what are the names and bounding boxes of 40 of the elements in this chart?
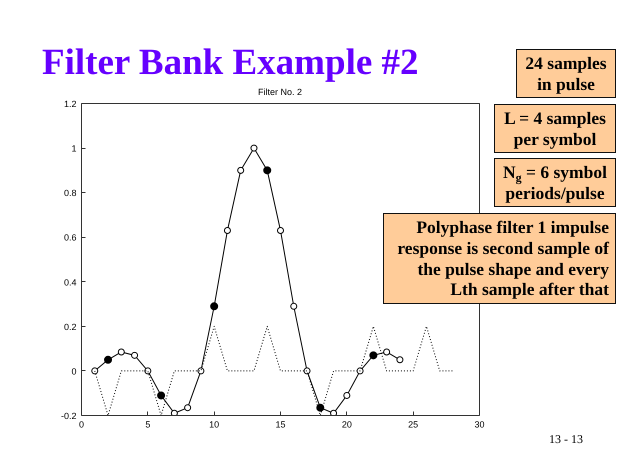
point: [91, 367, 98, 374]
x-tick-label: 0: [78, 420, 84, 430]
x-tick-label: 5: [145, 420, 150, 430]
chart-title: Filter Bank Example #2: [42, 42, 419, 83]
point: [383, 348, 390, 356]
annotation: Polyphase filter 1 impulse response is second sample of the pulse shape and every Lth sample after that: [396, 217, 609, 300]
point: [304, 367, 311, 374]
point: [237, 166, 244, 174]
point: [131, 352, 138, 359]
point: [396, 356, 404, 364]
y-tick-label: 0.4: [64, 277, 77, 288]
point: [356, 367, 364, 374]
y-tick-label: -0.2: [60, 411, 77, 421]
point: [290, 302, 298, 310]
text: 24 samples in pulse: [524, 52, 608, 94]
chart-subtitle: Filter No. 2: [256, 87, 303, 97]
point: [277, 227, 284, 234]
y-tick-label: 0: [71, 366, 77, 376]
x-tick-label: 10: [209, 420, 220, 430]
y-tick-label: 1: [71, 144, 77, 154]
point: [170, 410, 178, 416]
x-tick-label: 30: [474, 420, 485, 430]
x-tick-label: 25: [408, 420, 418, 430]
point: [144, 367, 152, 374]
y-tick-label: 0.8: [64, 188, 77, 198]
y-tick-label: 0.2: [64, 322, 77, 332]
y-tick-label: 0.6: [64, 232, 77, 243]
x-tick-label: 15: [275, 420, 286, 430]
y-tick-label: 1.2: [64, 99, 77, 109]
point: [184, 404, 192, 412]
text: L = 4 samples per symbol: [503, 108, 607, 150]
x-tick-label: 20: [342, 420, 352, 430]
point: [118, 348, 125, 356]
point: [197, 367, 204, 374]
point: [330, 410, 338, 416]
text: 13 - 13: [548, 432, 584, 446]
point: [250, 144, 258, 152]
point: [343, 392, 350, 399]
text: N$_{g}$ = 6 symbol periods/pulse: [502, 162, 608, 204]
point: [224, 227, 231, 234]
